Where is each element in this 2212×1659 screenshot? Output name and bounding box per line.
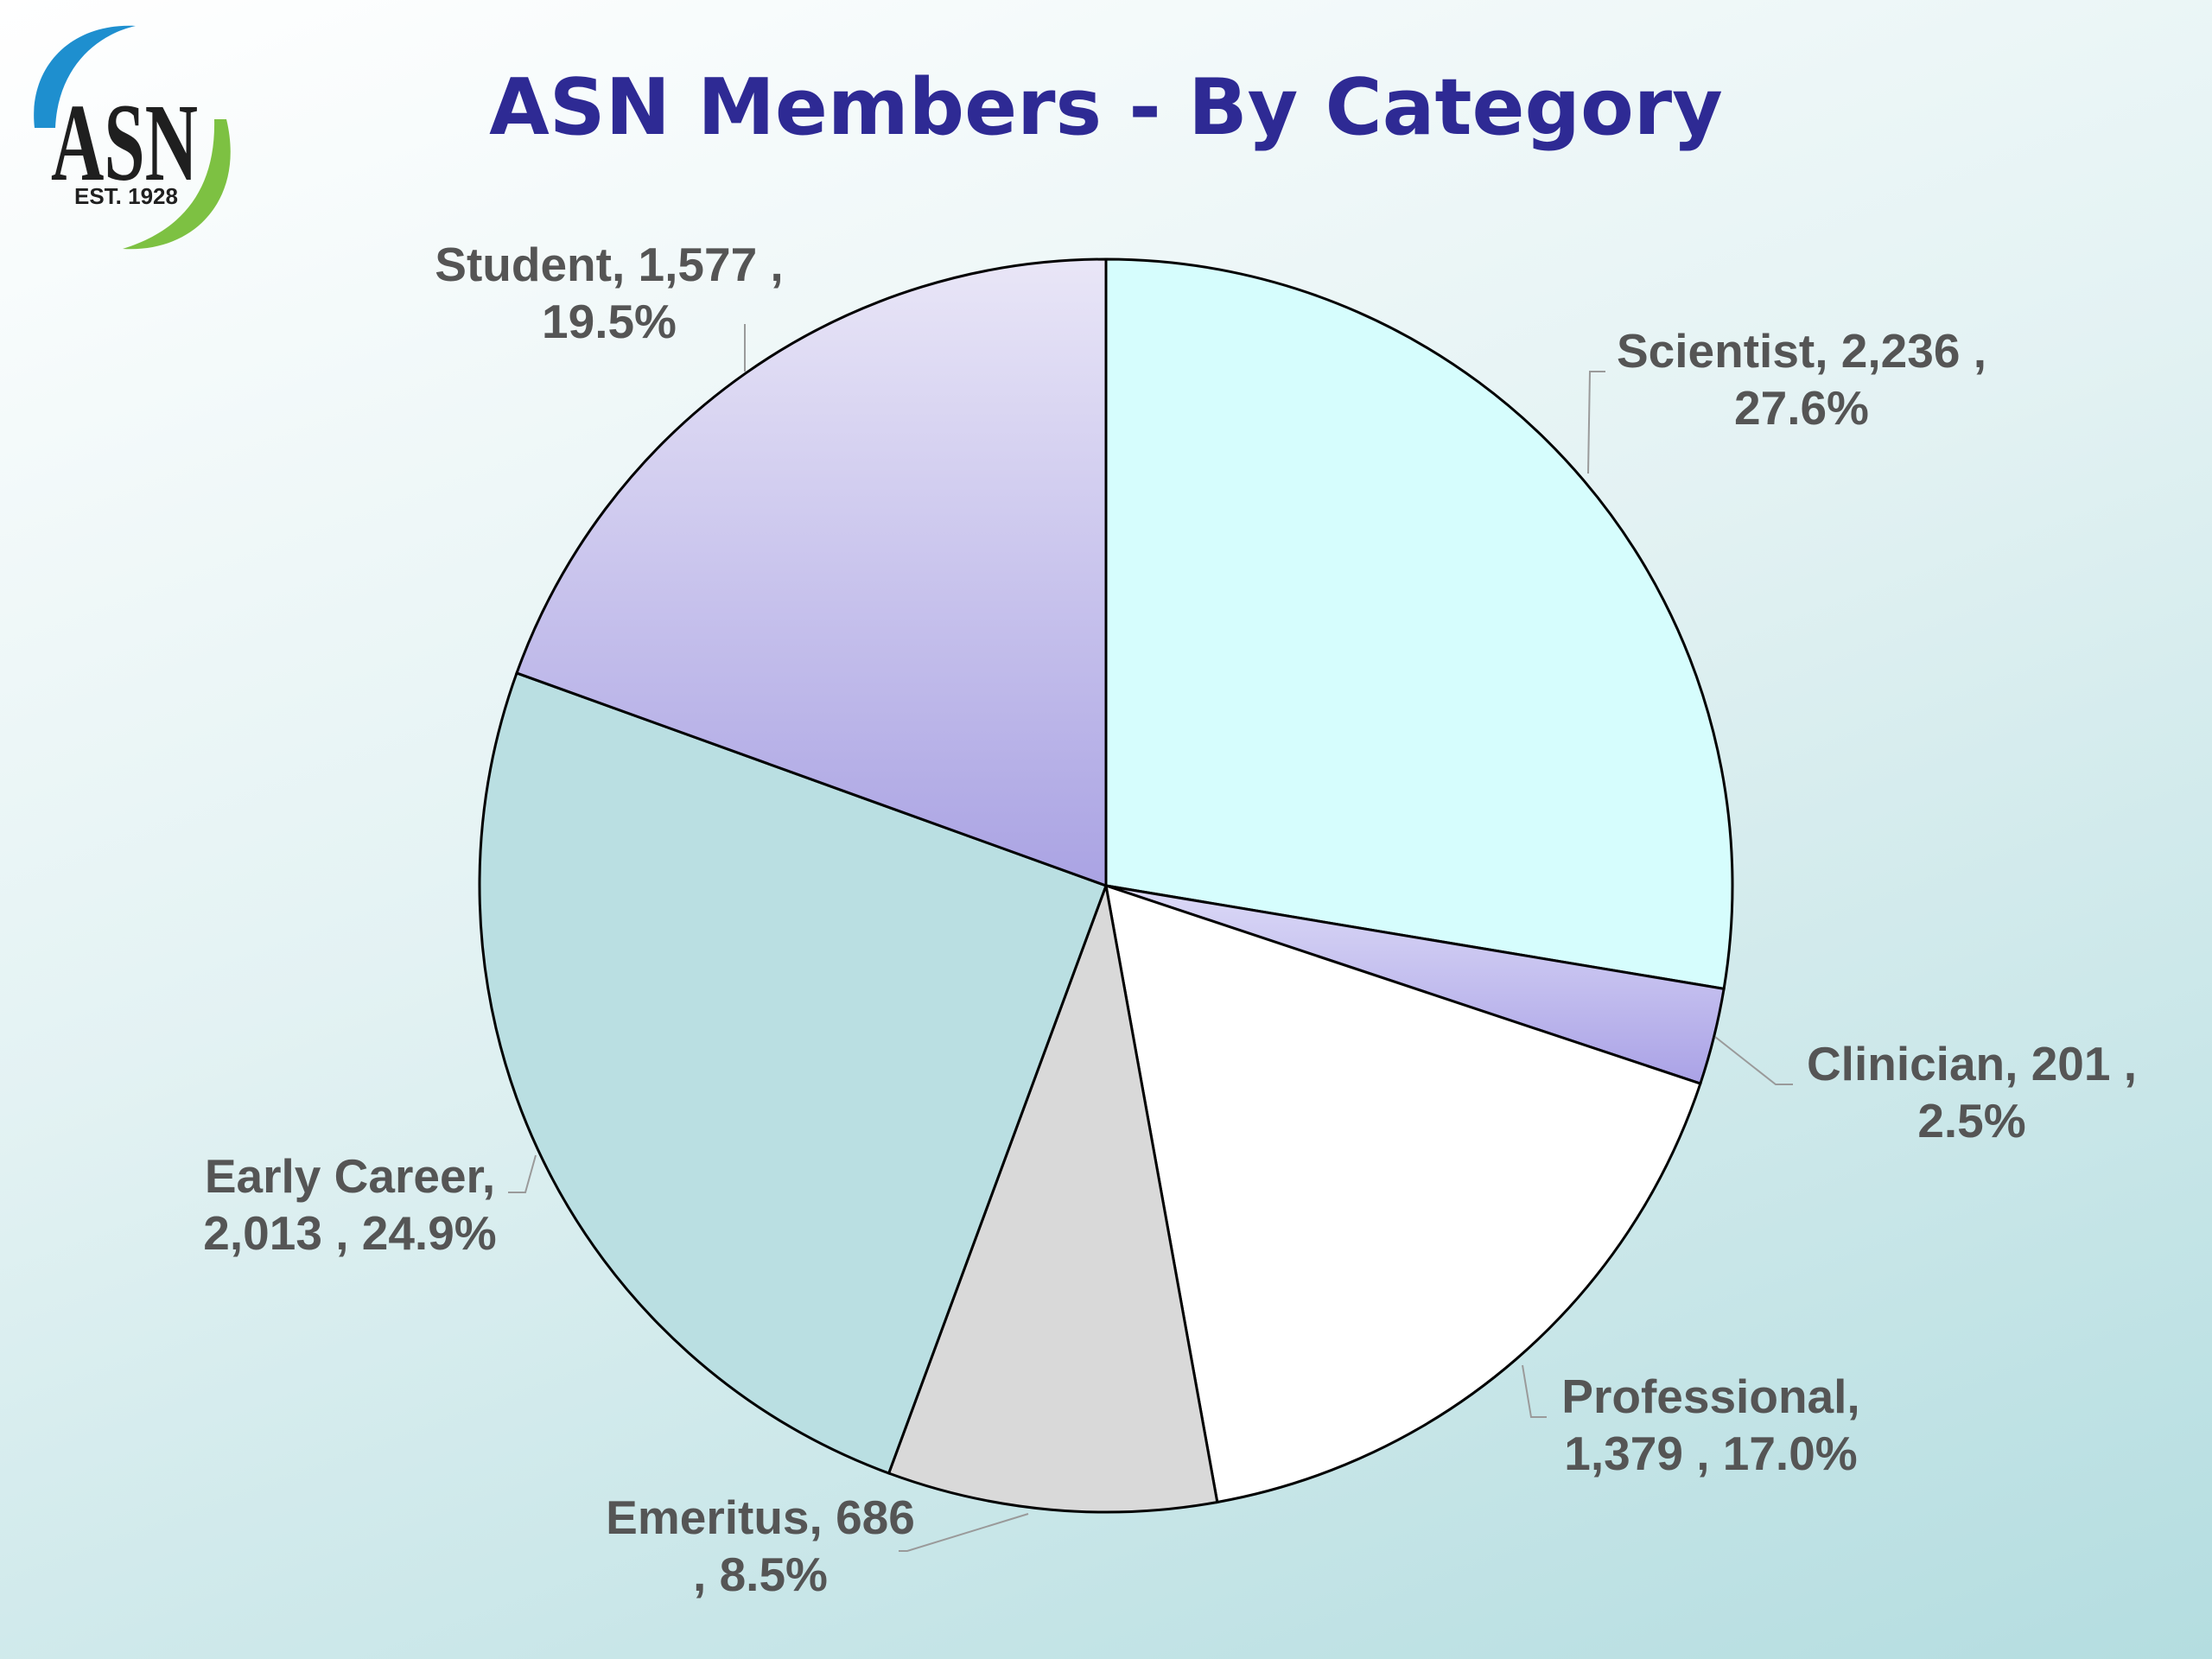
pie-slice-professional [1104, 883, 1702, 1504]
data-label-scientist: Scientist, 2,236 , 27.6% [1617, 324, 1986, 435]
data-label-line: 1,379 , 17.0% [1564, 1427, 1857, 1480]
chart-title: ASN Members - By Category [489, 62, 1723, 153]
logo-blue-swoosh [34, 25, 136, 128]
data-label-line: Clinician, 201 , [1807, 1037, 2137, 1090]
data-label-professional: Professional, 1,379 , 17.0% [1561, 1370, 1859, 1480]
data-label-clinician: Clinician, 201 , 2.5% [1807, 1037, 2137, 1147]
leader-line-scientist [1587, 371, 1605, 474]
data-label-line: 2.5% [1917, 1094, 2025, 1147]
label-leader-lines [508, 324, 1793, 1552]
pie-slice-scientist [1104, 257, 1734, 991]
data-label-student: Student, 1,577 , 19.5% [435, 238, 783, 348]
data-label-line: Professional, [1561, 1370, 1859, 1423]
logo-est: EST. 1928 [74, 183, 178, 209]
data-label-emeritus: Emeritus, 686, 8.5% [606, 1491, 915, 1601]
data-label-line: Student, 1,577 , [435, 238, 783, 291]
data-label-line: 19.5% [542, 295, 677, 348]
data-label-line: 27.6% [1734, 381, 1869, 435]
data-label-line: Early Career, [205, 1149, 495, 1203]
logo-green-swoosh [123, 119, 231, 250]
data-label-line: , 8.5% [693, 1548, 828, 1601]
leader-line-professional [1522, 1364, 1547, 1418]
data-label-line: Scientist, 2,236 , [1617, 324, 1986, 378]
data-label-early-career: Early Career, 2,013 , 24.9% [203, 1149, 496, 1260]
leader-line-emeritus [899, 1513, 1029, 1552]
slice-labels: Scientist, 2,236 , 27.6%Clinician, 201 ,2… [203, 238, 2137, 1601]
pie-slice-emeritus [887, 880, 1219, 1514]
leader-line-early-career [508, 1154, 537, 1193]
pie-slices [478, 257, 1734, 1514]
data-label-line: 2,013 , 24.9% [203, 1206, 496, 1260]
leader-line-clinician [1714, 1036, 1793, 1085]
pie-slice-early-career [478, 671, 1108, 1475]
logo-text: ASN [51, 81, 198, 204]
pie-slice-student [515, 257, 1108, 888]
data-label-line: Emeritus, 686 [606, 1491, 915, 1544]
asn-logo: ASN EST. 1928 [34, 25, 231, 250]
